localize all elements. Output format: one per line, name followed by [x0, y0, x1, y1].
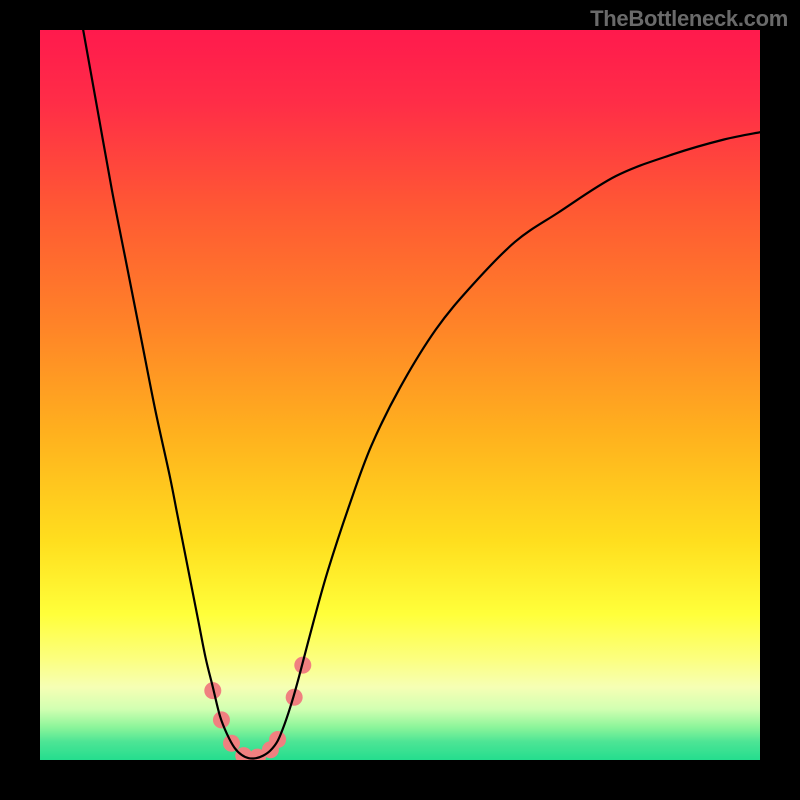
bottleneck-chart: [0, 0, 800, 800]
chart-background: [40, 30, 760, 760]
attribution-label: TheBottleneck.com: [590, 6, 788, 32]
